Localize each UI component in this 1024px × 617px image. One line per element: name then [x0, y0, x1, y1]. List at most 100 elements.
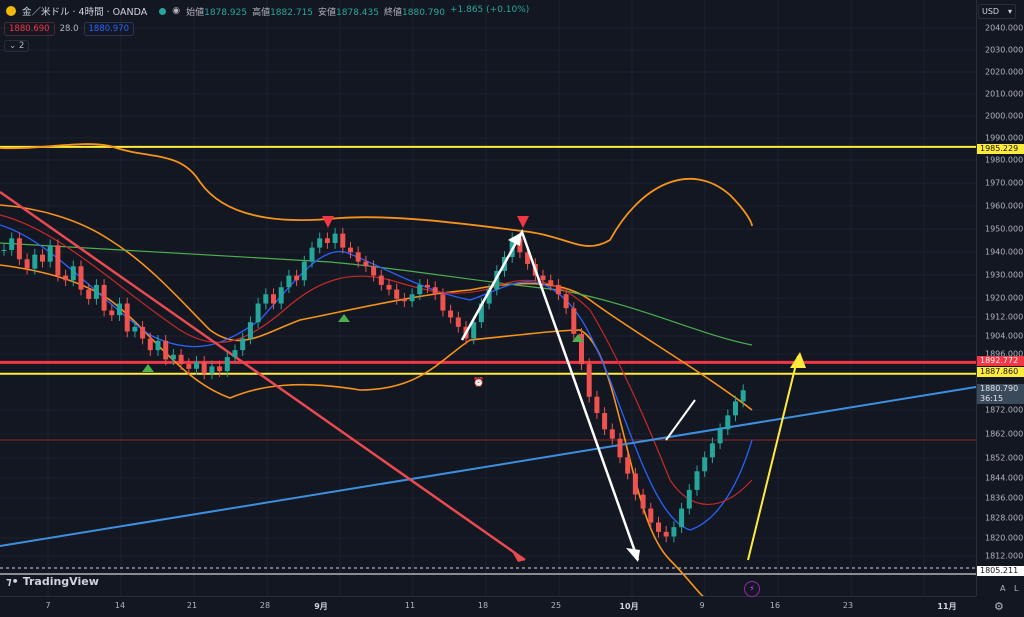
- candle-body: [140, 326, 146, 339]
- candle-body: [386, 284, 392, 290]
- candle-body: [640, 494, 646, 509]
- candle-body: [617, 438, 623, 458]
- candle-body: [332, 233, 338, 243]
- candle-body: [340, 233, 346, 248]
- time-tick: 23: [842, 601, 854, 610]
- candle-body: [294, 275, 300, 281]
- candle-body: [679, 508, 685, 528]
- candle-body: [70, 266, 76, 281]
- candle-body: [1, 249, 7, 251]
- candle-body: [117, 303, 122, 316]
- candle-body: [286, 275, 292, 288]
- white-arrow-head-bottom: [626, 548, 640, 562]
- alarm-clock-icon[interactable]: ⏰: [473, 378, 485, 388]
- candle-body: [555, 284, 561, 295]
- time-tick: 28: [259, 601, 271, 610]
- moving-average-green: [0, 242, 753, 346]
- candle-body: [178, 354, 184, 365]
- price-tick: 1912.000: [985, 312, 1024, 322]
- price-tick: 1940.000: [985, 247, 1024, 257]
- candle-body: [709, 443, 715, 458]
- auto-scale-button[interactable]: A L: [1000, 584, 1019, 593]
- candle-body: [40, 254, 45, 262]
- lightning-icon[interactable]: ⚡: [744, 581, 760, 597]
- candle-body: [63, 275, 69, 281]
- price-tick: 1852.000: [985, 453, 1024, 463]
- settings-gear-icon[interactable]: ⚙: [994, 600, 1004, 613]
- candle-body: [209, 366, 215, 374]
- time-tick: 16: [769, 601, 781, 610]
- candle-body: [525, 252, 531, 264]
- trend-line-blue: [0, 386, 976, 547]
- sell-signal-icon: [322, 216, 334, 228]
- time-tick: 11: [404, 601, 416, 610]
- candle-body: [632, 473, 638, 495]
- candle-body: [494, 270, 500, 290]
- time-tick: 10月: [619, 602, 639, 611]
- currency-selector[interactable]: USD ▾: [978, 4, 1016, 19]
- candle-body: [263, 294, 269, 304]
- price-tick: 1828.000: [985, 513, 1024, 523]
- candle-body: [363, 261, 369, 267]
- candle-body: [16, 238, 22, 260]
- candle-body: [78, 266, 84, 290]
- price-tick: 2000.000: [985, 111, 1024, 121]
- tradingview-logo-icon: ⁊•: [6, 575, 19, 588]
- price-tick: 1812.000: [985, 551, 1024, 561]
- candle-body: [625, 457, 631, 474]
- candle-body: [725, 415, 731, 430]
- candle-body: [656, 522, 661, 532]
- candle-body: [671, 527, 677, 537]
- visibility-icon[interactable]: ◉: [172, 6, 181, 16]
- price-chart[interactable]: [0, 0, 976, 596]
- chevron-down-icon: ▾: [1007, 7, 1012, 16]
- price-tick: 1920.000: [985, 293, 1024, 303]
- candle-body: [86, 289, 92, 299]
- candle-body: [278, 287, 284, 304]
- time-tick: 14: [114, 601, 126, 610]
- candle-body: [147, 338, 153, 351]
- price-tick: 1904.000: [985, 331, 1024, 341]
- candle-body: [717, 429, 723, 444]
- price-tick: 1980.000: [985, 155, 1024, 165]
- indicators-toggle[interactable]: ⌄ 2: [4, 40, 30, 52]
- candle-body: [401, 298, 407, 302]
- sell-button[interactable]: 1880.690: [4, 22, 55, 36]
- candle-body: [93, 284, 99, 299]
- candle-body: [194, 361, 199, 369]
- candle-body: [471, 322, 477, 339]
- ohlc-values: 始値1878.925 高値1882.715 安値1878.435 終値1880.…: [186, 4, 530, 18]
- candle-body: [217, 366, 223, 372]
- candle-body: [571, 308, 577, 334]
- yellow-arrow-line: [747, 355, 799, 561]
- bollinger-upper: [0, 143, 753, 247]
- candle-body: [540, 275, 546, 281]
- level-label-1887: 1887.860: [977, 367, 1024, 377]
- candle-body: [602, 413, 608, 430]
- candle-body: [24, 259, 30, 269]
- candle-body: [686, 489, 692, 509]
- tradingview-logo: ⁊• TradingView: [6, 575, 99, 588]
- buy-button[interactable]: 1880.970: [83, 22, 135, 36]
- candle-body: [579, 333, 584, 365]
- price-tick: 2040.000: [985, 23, 1024, 33]
- candle-body: [163, 340, 169, 360]
- candle-body: [371, 266, 377, 276]
- candle-body: [124, 303, 130, 332]
- candle-body: [548, 280, 554, 285]
- candle-body: [9, 238, 15, 250]
- candle-body: [563, 294, 569, 309]
- symbol-title[interactable]: 金／米ドル · 4時間 · OANDA: [22, 7, 148, 18]
- candle-body: [309, 247, 315, 262]
- candle-body: [486, 289, 492, 304]
- time-axis[interactable]: 7 14 21 28 9月 11 18 25 10月 9 16 23 11月: [0, 596, 976, 617]
- price-tick: 1844.000: [985, 473, 1024, 483]
- price-tick: 1970.000: [985, 178, 1024, 188]
- price-axis[interactable]: 2040.000 2030.000 2020.000 2010.000 2000.000…: [976, 0, 1024, 596]
- current-price-label: 1880.790 36:15: [977, 384, 1024, 404]
- candle-body: [324, 238, 330, 243]
- market-open-status-icon: [159, 7, 167, 15]
- candle-body: [201, 361, 207, 374]
- candle-body: [694, 471, 700, 490]
- price-tick: 2020.000: [985, 67, 1024, 77]
